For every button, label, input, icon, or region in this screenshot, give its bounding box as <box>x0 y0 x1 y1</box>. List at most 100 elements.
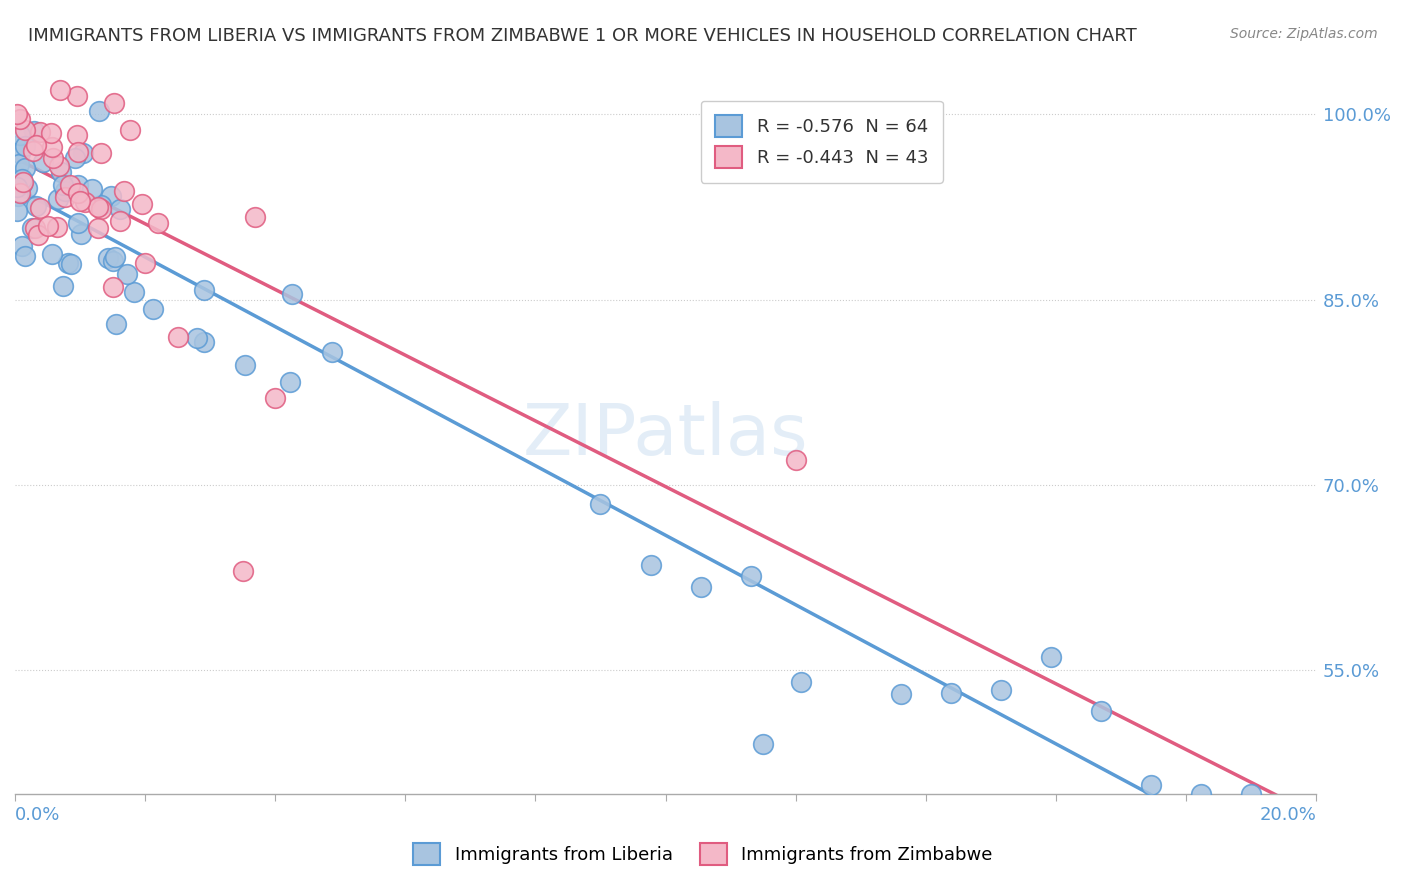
Point <box>41 140 63 154</box>
Point <box>46 220 69 235</box>
Point <box>148 216 170 230</box>
Point <box>232 565 254 579</box>
Point <box>6 107 28 121</box>
Point <box>101 280 124 294</box>
Point <box>689 580 711 594</box>
Point <box>66 178 89 192</box>
Point <box>740 568 762 582</box>
Point <box>1140 778 1163 792</box>
Point <box>11 172 34 186</box>
Point <box>97 251 120 265</box>
Point <box>66 88 89 103</box>
Point <box>66 128 89 142</box>
Point <box>22 124 45 138</box>
Point <box>6 139 28 153</box>
Point <box>166 330 188 344</box>
Point <box>59 257 82 271</box>
Point <box>186 331 208 345</box>
Point <box>1240 787 1263 801</box>
Point <box>72 145 94 160</box>
Point <box>25 137 48 152</box>
Point <box>640 558 662 572</box>
Point <box>14 250 37 264</box>
Point <box>53 190 76 204</box>
Point <box>8 128 31 143</box>
Point <box>8 157 31 171</box>
Point <box>49 83 72 97</box>
Point <box>278 375 301 389</box>
Point <box>46 192 69 206</box>
Point <box>67 145 90 159</box>
Point <box>52 278 75 293</box>
Text: 20.0%: 20.0% <box>1260 806 1316 824</box>
Point <box>63 151 86 165</box>
Point <box>39 126 62 140</box>
Point <box>31 154 53 169</box>
Point <box>264 392 287 406</box>
Point <box>22 145 45 159</box>
Point <box>49 164 72 178</box>
Point <box>122 285 145 299</box>
Point <box>321 345 343 359</box>
Point <box>1189 787 1212 801</box>
Point <box>37 219 59 233</box>
Point <box>8 186 31 201</box>
Point <box>131 197 153 211</box>
Point <box>104 250 127 264</box>
Point <box>75 195 97 210</box>
Point <box>87 220 110 235</box>
Point <box>281 286 304 301</box>
Point <box>48 159 70 173</box>
Point <box>108 202 131 216</box>
Point <box>104 317 127 331</box>
Point <box>21 221 44 235</box>
Point <box>30 125 52 139</box>
Point <box>112 184 135 198</box>
Point <box>243 211 266 225</box>
Point <box>193 283 215 297</box>
Point <box>8 112 31 127</box>
Point <box>53 184 76 198</box>
Point <box>8 145 31 160</box>
Point <box>69 194 91 208</box>
Point <box>6 203 28 218</box>
Point <box>90 145 112 160</box>
Point <box>134 255 156 269</box>
Legend: R = -0.576  N = 64, R = -0.443  N = 43: R = -0.576 N = 64, R = -0.443 N = 43 <box>700 101 943 183</box>
Text: 0.0%: 0.0% <box>15 806 60 824</box>
Point <box>103 96 125 111</box>
Point <box>70 227 93 241</box>
Point <box>59 178 82 192</box>
Point <box>27 228 49 243</box>
Point <box>193 334 215 349</box>
Point <box>52 178 75 192</box>
Point <box>1039 649 1062 664</box>
Point <box>118 122 141 136</box>
Point <box>14 161 37 175</box>
Text: IMMIGRANTS FROM LIBERIA VS IMMIGRANTS FROM ZIMBABWE 1 OR MORE VEHICLES IN HOUSEH: IMMIGRANTS FROM LIBERIA VS IMMIGRANTS FR… <box>28 27 1137 45</box>
Point <box>90 198 112 212</box>
Point <box>142 302 165 317</box>
Point <box>41 246 63 260</box>
Point <box>115 267 138 281</box>
Legend: Immigrants from Liberia, Immigrants from Zimbabwe: Immigrants from Liberia, Immigrants from… <box>404 834 1002 874</box>
Point <box>80 181 103 195</box>
Point <box>11 175 34 189</box>
Point <box>785 453 807 467</box>
Point <box>7 189 30 203</box>
Point <box>108 213 131 227</box>
Point <box>752 737 775 751</box>
Point <box>90 202 112 216</box>
Point <box>56 255 79 269</box>
Point <box>28 201 51 215</box>
Point <box>14 138 37 153</box>
Point <box>14 122 37 136</box>
Point <box>939 685 962 699</box>
Point <box>100 189 122 203</box>
Point <box>103 254 125 268</box>
Point <box>1090 704 1112 718</box>
Point <box>990 683 1012 698</box>
Point <box>11 239 34 253</box>
Point <box>66 186 89 200</box>
Point <box>24 221 46 235</box>
